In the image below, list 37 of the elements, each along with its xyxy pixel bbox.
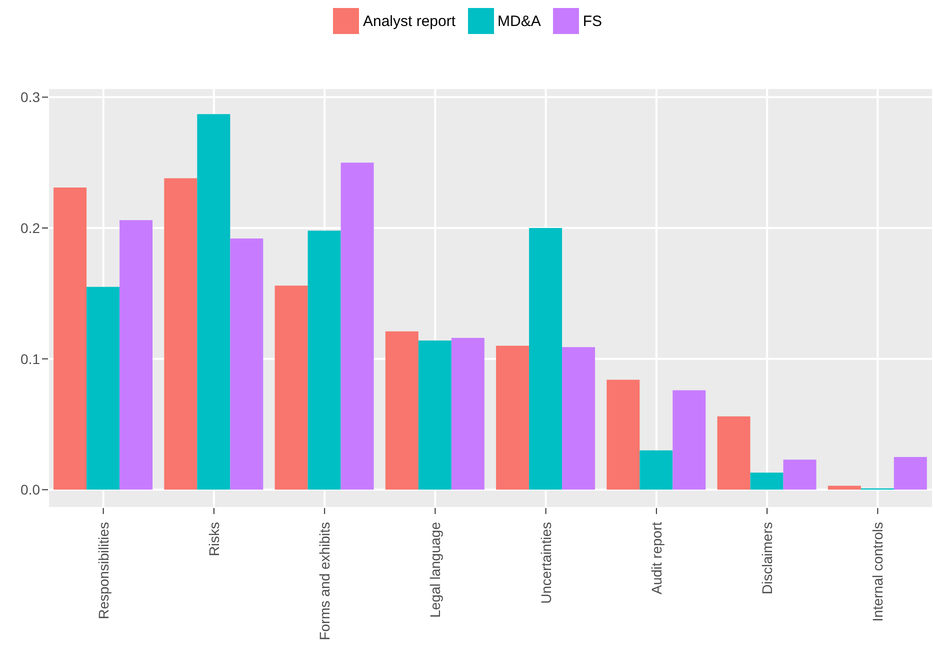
bar [750, 472, 784, 490]
bar [672, 390, 706, 490]
bar [562, 347, 596, 490]
y-tick-label: 0.1 [20, 350, 40, 367]
bar [120, 220, 153, 490]
bar [308, 230, 341, 490]
x-tick-label: Legal language [427, 522, 444, 618]
legend-label: FS [582, 12, 602, 30]
bar [717, 416, 750, 490]
bar [197, 114, 230, 490]
x-tick-label: Responsibilities [95, 522, 112, 620]
bar [529, 228, 562, 490]
bar [451, 338, 484, 490]
x-tick-label: Uncertainties [538, 522, 554, 604]
bar [164, 178, 198, 490]
x-tick-label: Forms and exhibits [316, 522, 333, 640]
legend-label: MD&A [498, 12, 541, 30]
bar [640, 450, 673, 490]
y-tick-label: 0.3 [20, 89, 40, 106]
x-tick-label: Disclaimers [759, 522, 776, 594]
bar [230, 238, 264, 490]
bar [385, 331, 418, 490]
bar [86, 286, 120, 490]
bar [894, 456, 927, 490]
bar [783, 460, 816, 490]
bar [340, 162, 374, 490]
bar [606, 380, 640, 490]
x-tick-label: Audit report [648, 522, 664, 594]
bar [54, 187, 87, 490]
bar [418, 340, 452, 490]
bar [496, 346, 530, 490]
legend-label: Analyst report [362, 12, 456, 30]
bar [274, 286, 308, 490]
y-tick-label: 0.2 [20, 220, 40, 236]
x-tick-label: Risks [206, 522, 222, 556]
y-tick-label: 0.0 [20, 482, 40, 498]
x-tick-label: Internal controls [870, 522, 886, 622]
